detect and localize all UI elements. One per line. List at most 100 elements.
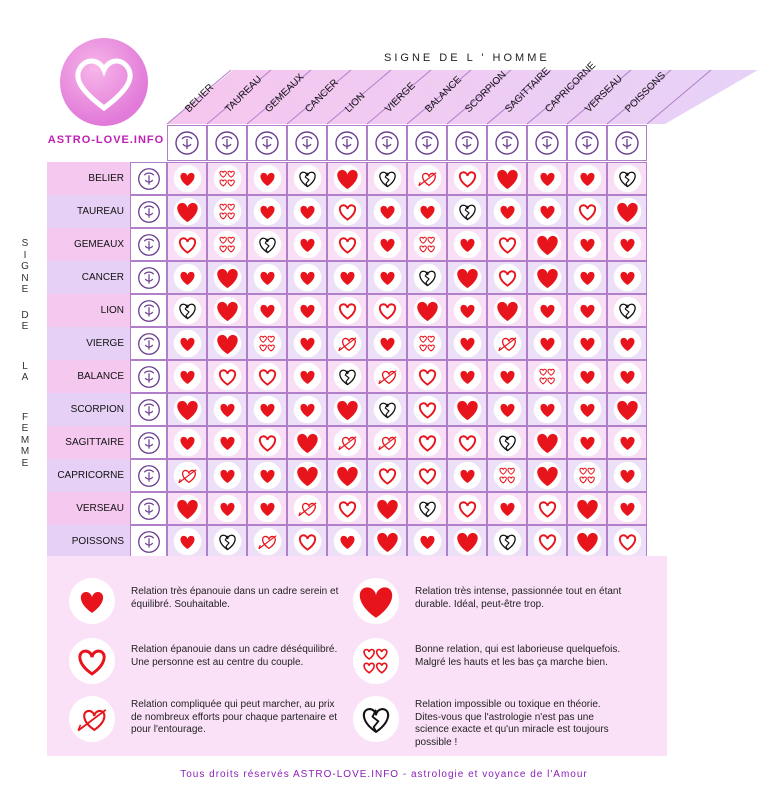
legend-solid-icon [69, 578, 115, 624]
heart-big-icon [573, 494, 601, 523]
heart-big-icon [173, 395, 201, 424]
heart-solid-icon [253, 197, 281, 226]
compatibility-cell [567, 360, 607, 393]
compatibility-cell [287, 228, 327, 261]
heart-solid-icon [253, 296, 281, 325]
compatibility-cell [287, 459, 327, 492]
compatibility-cell [367, 162, 407, 195]
row-label: BELIER [47, 162, 130, 195]
compatibility-cell [367, 492, 407, 525]
compatibility-cell [327, 492, 367, 525]
heart-big-icon [373, 494, 401, 523]
row-label: CANCER [47, 261, 130, 294]
heart-big-icon [453, 527, 481, 556]
band-divider [366, 69, 432, 125]
compatibility-cell [207, 261, 247, 294]
compatibility-cell [207, 525, 247, 558]
compatibility-cell [207, 360, 247, 393]
heart-big-icon [293, 461, 321, 490]
compatibility-cell [527, 162, 567, 195]
heart-outline-icon [213, 362, 241, 391]
heart-broken-icon [493, 428, 521, 457]
compatibility-cell [367, 261, 407, 294]
row-header-letter: E [21, 457, 29, 469]
band-divider [406, 69, 472, 125]
heart-hearts-icon [533, 362, 561, 391]
compatibility-cell [247, 327, 287, 360]
compatibility-cell [167, 459, 207, 492]
row-header-letter: N [21, 272, 29, 284]
heart-solid-icon [453, 329, 481, 358]
column-sign-icon [247, 125, 287, 161]
compatibility-cell [527, 459, 567, 492]
heart-solid-icon [293, 395, 321, 424]
heart-big-icon [533, 263, 561, 292]
heart-arrow-icon [373, 362, 401, 391]
compatibility-cell [607, 492, 647, 525]
row-header-letter: E [21, 321, 29, 332]
heart-solid-icon [573, 164, 601, 193]
row-header-letter: G [21, 261, 29, 272]
row-label: LION [47, 294, 130, 327]
heart-arrow-icon [333, 329, 361, 358]
heart-solid-icon [453, 362, 481, 391]
compatibility-cell [567, 525, 607, 558]
row-sign-icon [130, 393, 167, 426]
compatibility-cell [487, 294, 527, 327]
compatibility-cell [327, 393, 367, 426]
heart-solid-icon [373, 230, 401, 259]
heart-solid-icon [613, 362, 641, 391]
compatibility-cell [407, 459, 447, 492]
compatibility-cell [367, 426, 407, 459]
row-sign-icon [130, 360, 167, 393]
compatibility-cell [287, 327, 327, 360]
compatibility-cell [287, 426, 327, 459]
heart-outline-icon [493, 230, 521, 259]
row-header-letter: D [21, 309, 29, 321]
heart-solid-icon [173, 329, 201, 358]
compatibility-cell [407, 492, 447, 525]
compatibility-cell [407, 228, 447, 261]
heart-arrow-icon [70, 697, 114, 741]
row-header-letter [18, 398, 32, 412]
row-header-letter [18, 333, 32, 347]
heart-solid-icon [293, 296, 321, 325]
heart-big-icon [613, 395, 641, 424]
compatibility-cell [327, 426, 367, 459]
compatibility-cell [207, 195, 247, 228]
compatibility-cell [167, 327, 207, 360]
row-sign-icon [130, 261, 167, 294]
compatibility-cell [607, 327, 647, 360]
logo-heart-icon [75, 58, 133, 112]
compatibility-cell [367, 459, 407, 492]
heart-big-icon [533, 230, 561, 259]
heart-solid-icon [253, 263, 281, 292]
heart-solid-icon [573, 395, 601, 424]
compatibility-cell [527, 393, 567, 426]
compatibility-cell [167, 294, 207, 327]
heart-arrow-icon [333, 428, 361, 457]
heart-outline-icon [373, 296, 401, 325]
heart-big-icon [333, 164, 361, 193]
row-sign-icon [130, 162, 167, 195]
legend-solid-text: Relation très épanouie dans un cadre ser… [131, 586, 339, 610]
legend-hearts-text: Bonne relation, qui est laborieuse quelq… [415, 644, 621, 668]
compatibility-cell [287, 525, 327, 558]
heart-outline-icon [533, 494, 561, 523]
compatibility-cell [407, 294, 447, 327]
heart-outline-icon [333, 494, 361, 523]
compatibility-cell [487, 525, 527, 558]
row-label: CAPRICORNE [47, 459, 130, 492]
heart-broken-icon [253, 230, 281, 259]
heart-hearts-icon [573, 461, 601, 490]
heart-solid-icon [573, 362, 601, 391]
heart-solid-icon [533, 296, 561, 325]
band-divider [486, 69, 552, 125]
compatibility-cell [607, 393, 647, 426]
compatibility-cell [447, 393, 487, 426]
compatibility-cell [487, 327, 527, 360]
compatibility-cell [247, 195, 287, 228]
logo-text: ASTRO-LOVE.INFO [47, 134, 165, 146]
heart-solid-icon [293, 263, 321, 292]
row-label: TAUREAU [47, 195, 130, 228]
